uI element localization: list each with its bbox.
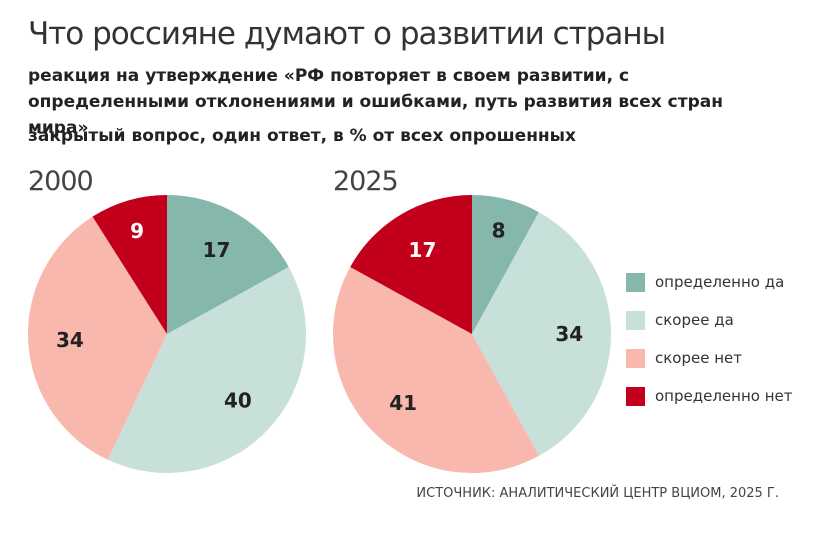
- legend-swatch: [626, 272, 645, 292]
- slice-value-label-2025-2: 41: [389, 391, 417, 415]
- chart-title: Что россияне думают о развитии страны: [28, 16, 666, 52]
- legend-swatch: [626, 386, 645, 406]
- pie-slice-2000-3: [92, 195, 167, 334]
- pie-2025: 8 34 41 17: [332, 195, 611, 474]
- pie-slice-2000-2: [27, 216, 168, 460]
- pie-2000: 17 40 34 9: [27, 195, 307, 474]
- pie-slice-2000-0: [167, 195, 289, 334]
- slice-value-label-2025-3: 17: [409, 238, 437, 262]
- slice-value-label-2025-1: 34: [555, 322, 583, 346]
- legend-label: скорее нет: [655, 349, 743, 367]
- slice-value-label-2000-1: 40: [224, 389, 252, 413]
- legend-item-definitely-yes: определенно да: [626, 263, 792, 301]
- slice-value-label-2000-2: 34: [56, 328, 84, 352]
- source-note: ИСТОЧНИК: АНАЛИТИЧЕСКИЙ ЦЕНТР ВЦИОМ, 202…: [416, 486, 779, 501]
- legend-item-rather-yes: скорее да: [626, 301, 792, 339]
- pie-slice-2000-1: [107, 267, 307, 474]
- legend-label: скорее да: [655, 311, 734, 329]
- year-label-2025: 2025: [333, 166, 399, 197]
- question-note: закрытый вопрос, один ответ, в % от всех…: [28, 126, 577, 146]
- year-label-2000: 2000: [28, 166, 94, 197]
- legend-label: определенно да: [655, 273, 785, 291]
- pie-slice-2025-3: [350, 195, 472, 334]
- pie-slice-2025-1: [472, 212, 611, 456]
- slice-value-label-2000-0: 17: [203, 238, 231, 262]
- slice-value-label-2000-3: 9: [130, 219, 144, 243]
- legend-label: определенно нет: [655, 387, 793, 405]
- legend-item-rather-no: скорее нет: [626, 339, 792, 377]
- pie-slice-2025-2: [332, 267, 539, 474]
- legend-item-definitely-no: определенно нет: [626, 377, 792, 415]
- legend-swatch: [626, 348, 645, 368]
- slice-value-label-2025-0: 8: [492, 218, 506, 242]
- legend: определенно да скорее да скорее нет опре…: [626, 263, 792, 415]
- chart-subtitle: реакция на утверждение «РФ повторяет в с…: [28, 66, 723, 138]
- legend-swatch: [626, 310, 645, 330]
- pie-slice-2025-0: [472, 195, 539, 334]
